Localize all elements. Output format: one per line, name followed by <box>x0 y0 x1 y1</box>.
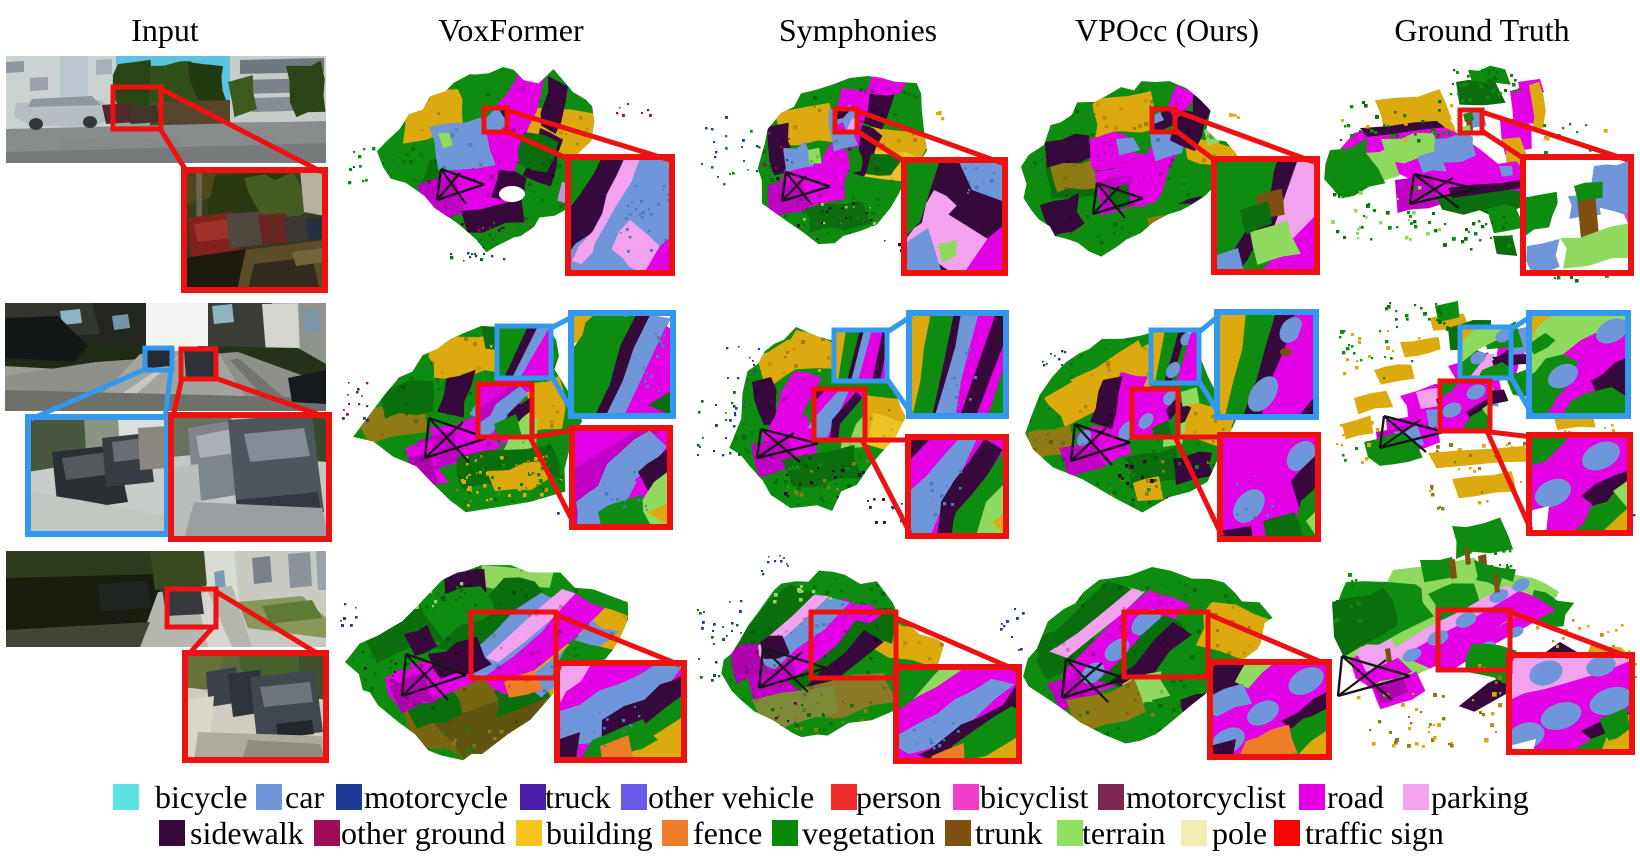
svg-text:bicyclist: bicyclist <box>980 779 1089 815</box>
svg-text:Symphonies: Symphonies <box>779 12 937 48</box>
svg-text:bicycle: bicycle <box>155 779 247 815</box>
svg-text:motorcyclist: motorcyclist <box>1126 779 1286 815</box>
svg-text:traffic sign: traffic sign <box>1305 815 1444 851</box>
svg-text:Input: Input <box>131 12 199 48</box>
svg-text:vegetation: vegetation <box>802 815 935 851</box>
svg-text:parking: parking <box>1431 779 1529 815</box>
svg-text:car: car <box>285 779 324 815</box>
svg-text:other vehicle: other vehicle <box>648 779 814 815</box>
svg-text:other ground: other ground <box>341 815 505 851</box>
svg-text:sidewalk: sidewalk <box>190 815 304 851</box>
svg-text:truck: truck <box>545 779 611 815</box>
svg-text:VoxFormer: VoxFormer <box>438 12 584 48</box>
svg-text:pole: pole <box>1212 815 1267 851</box>
svg-text:motorcycle: motorcycle <box>364 779 508 815</box>
svg-text:terrain: terrain <box>1082 815 1166 851</box>
svg-text:VPOcc (Ours): VPOcc (Ours) <box>1075 12 1259 48</box>
svg-text:trunk: trunk <box>975 815 1043 851</box>
svg-text:building: building <box>546 815 653 851</box>
svg-text:road: road <box>1327 779 1384 815</box>
svg-text:Ground Truth: Ground Truth <box>1394 12 1569 48</box>
svg-text:fence: fence <box>693 815 762 851</box>
svg-text:person: person <box>856 779 941 815</box>
